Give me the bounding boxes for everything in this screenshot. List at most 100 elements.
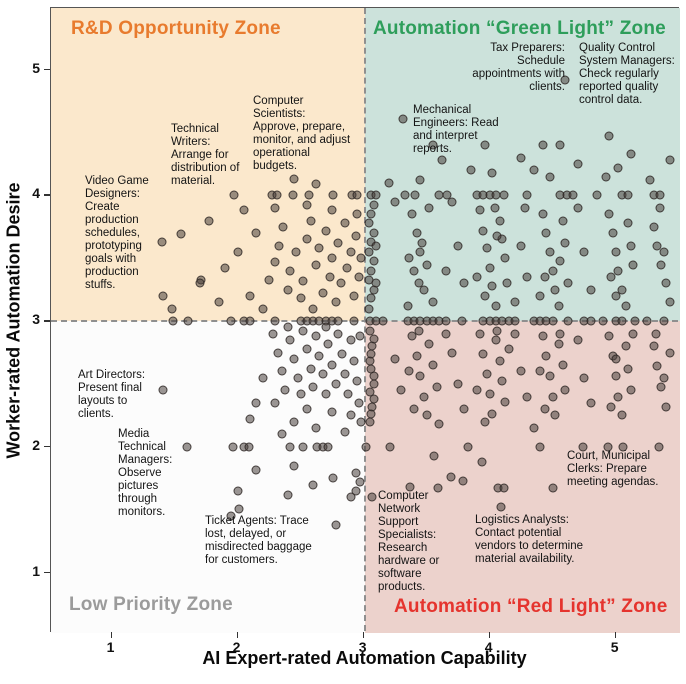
scatter-point (573, 203, 583, 213)
y-tick-label: 5 (32, 59, 40, 76)
scatter-point (251, 465, 261, 475)
scatter-point (485, 389, 495, 399)
scatter-point (654, 442, 664, 452)
x-tick-label: 3 (358, 639, 367, 655)
scatter-point (617, 316, 627, 326)
scatter-point (659, 316, 669, 326)
scatter-point (328, 190, 338, 200)
scatter-point (613, 266, 623, 276)
scatter-point (563, 316, 573, 326)
scatter-point (560, 238, 570, 248)
annotation-art-directors: Art Directors: Present final layouts to … (78, 369, 146, 420)
scatter-point (522, 272, 532, 282)
scatter-point (311, 179, 321, 189)
scatter-point (270, 203, 280, 213)
scatter-point (516, 153, 526, 163)
scatter-point (328, 473, 338, 483)
scatter-point (541, 228, 551, 238)
scatter-point (306, 364, 316, 374)
scatter-point (545, 247, 555, 257)
scatter-point (321, 389, 331, 399)
scatter-point (487, 409, 497, 419)
scatter-point (378, 316, 388, 326)
scatter-point (442, 190, 452, 200)
scatter-point (346, 247, 356, 257)
scatter-point (453, 241, 463, 251)
scatter-point (304, 190, 314, 200)
scatter-point (331, 379, 341, 389)
scatter-point (611, 247, 621, 257)
scatter-point (390, 197, 400, 207)
scatter-point (522, 190, 532, 200)
scatter-point (458, 476, 468, 486)
x-tick-label: 4 (484, 639, 493, 655)
scatter-point (366, 209, 376, 219)
scatter-point (655, 203, 665, 213)
scatter-point (182, 442, 192, 452)
scatter-point (504, 344, 514, 354)
scatter-point (327, 407, 337, 417)
scatter-point (409, 404, 419, 414)
scatter-point (318, 369, 328, 379)
scatter-point (340, 369, 350, 379)
scatter-point (369, 256, 379, 266)
scatter-point (478, 226, 488, 236)
scatter-point (540, 272, 550, 282)
scatter-point (652, 241, 662, 251)
y-tick-mark (44, 68, 50, 71)
scatter-point (244, 442, 254, 452)
scatter-point (369, 228, 379, 238)
scatter-point (325, 272, 335, 282)
x-tick-label: 5 (610, 639, 619, 655)
scatter-point (495, 356, 505, 366)
scatter-point (296, 389, 306, 399)
scatter-point (626, 385, 636, 395)
scatter-point (573, 159, 583, 169)
scatter-point (642, 316, 652, 326)
scatter-point (354, 398, 364, 408)
scatter-point (496, 502, 506, 512)
quadrant-low-priority (51, 321, 365, 633)
scatter-point (349, 291, 359, 301)
scatter-point (371, 190, 381, 200)
scatter-point (499, 190, 509, 200)
scatter-point (356, 253, 366, 263)
scatter-point (538, 209, 548, 219)
y-tick-mark (44, 194, 50, 196)
scatter-point (302, 234, 312, 244)
scatter-point (167, 304, 177, 314)
scatter-point (366, 349, 376, 359)
scatter-point (346, 335, 356, 345)
scatter-point (308, 304, 318, 314)
scatter-point (601, 172, 611, 181)
x-tick-mark (236, 632, 239, 638)
scatter-point (579, 247, 589, 257)
scatter-point (369, 200, 379, 210)
scatter-point (336, 278, 346, 288)
scatter-point (628, 329, 638, 339)
scatter-point (490, 203, 500, 213)
scatter-point (351, 468, 361, 478)
scatter-point (285, 266, 295, 276)
annotation-court-clerks: Court, Municipal Clerks: Prepare meeting… (567, 450, 659, 488)
scatter-point (621, 301, 631, 311)
scatter-point (652, 361, 662, 371)
scatter-point (441, 329, 451, 339)
scatter-point (459, 278, 469, 288)
scatter-point (578, 442, 588, 452)
scatter-point (414, 326, 424, 336)
scatter-point (298, 276, 308, 286)
scatter-point (226, 511, 236, 521)
scatter-point (239, 205, 249, 215)
scatter-point (352, 190, 362, 200)
scatter-point (283, 285, 293, 295)
scatter-point (258, 304, 268, 314)
scatter-point (278, 222, 288, 232)
y-tick-mark (44, 445, 50, 448)
scatter-point (586, 285, 595, 295)
scatter-point (245, 414, 255, 424)
scatter-point (492, 326, 502, 336)
scatter-point (245, 316, 255, 326)
scatter-point (453, 379, 463, 389)
scatter-point (649, 222, 659, 232)
